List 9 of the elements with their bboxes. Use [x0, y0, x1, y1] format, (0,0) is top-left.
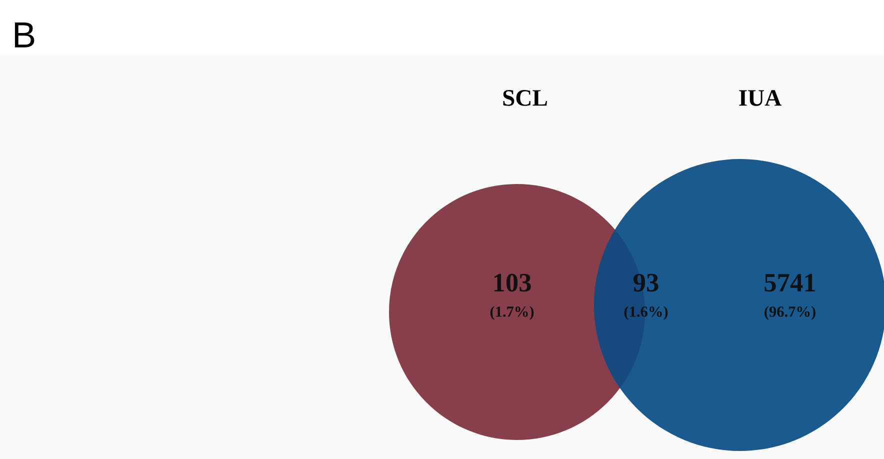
text: (1.7%): [490, 306, 534, 320]
text: SCL: [503, 90, 547, 106]
text: IUA: [739, 90, 782, 106]
data-label: 103: [494, 274, 531, 292]
text: (1.6%): [624, 306, 668, 320]
data-label: 5741: [764, 274, 816, 292]
text: B: [14, 22, 34, 48]
data-label: 93: [634, 274, 658, 292]
text: (96.7%): [764, 306, 816, 320]
